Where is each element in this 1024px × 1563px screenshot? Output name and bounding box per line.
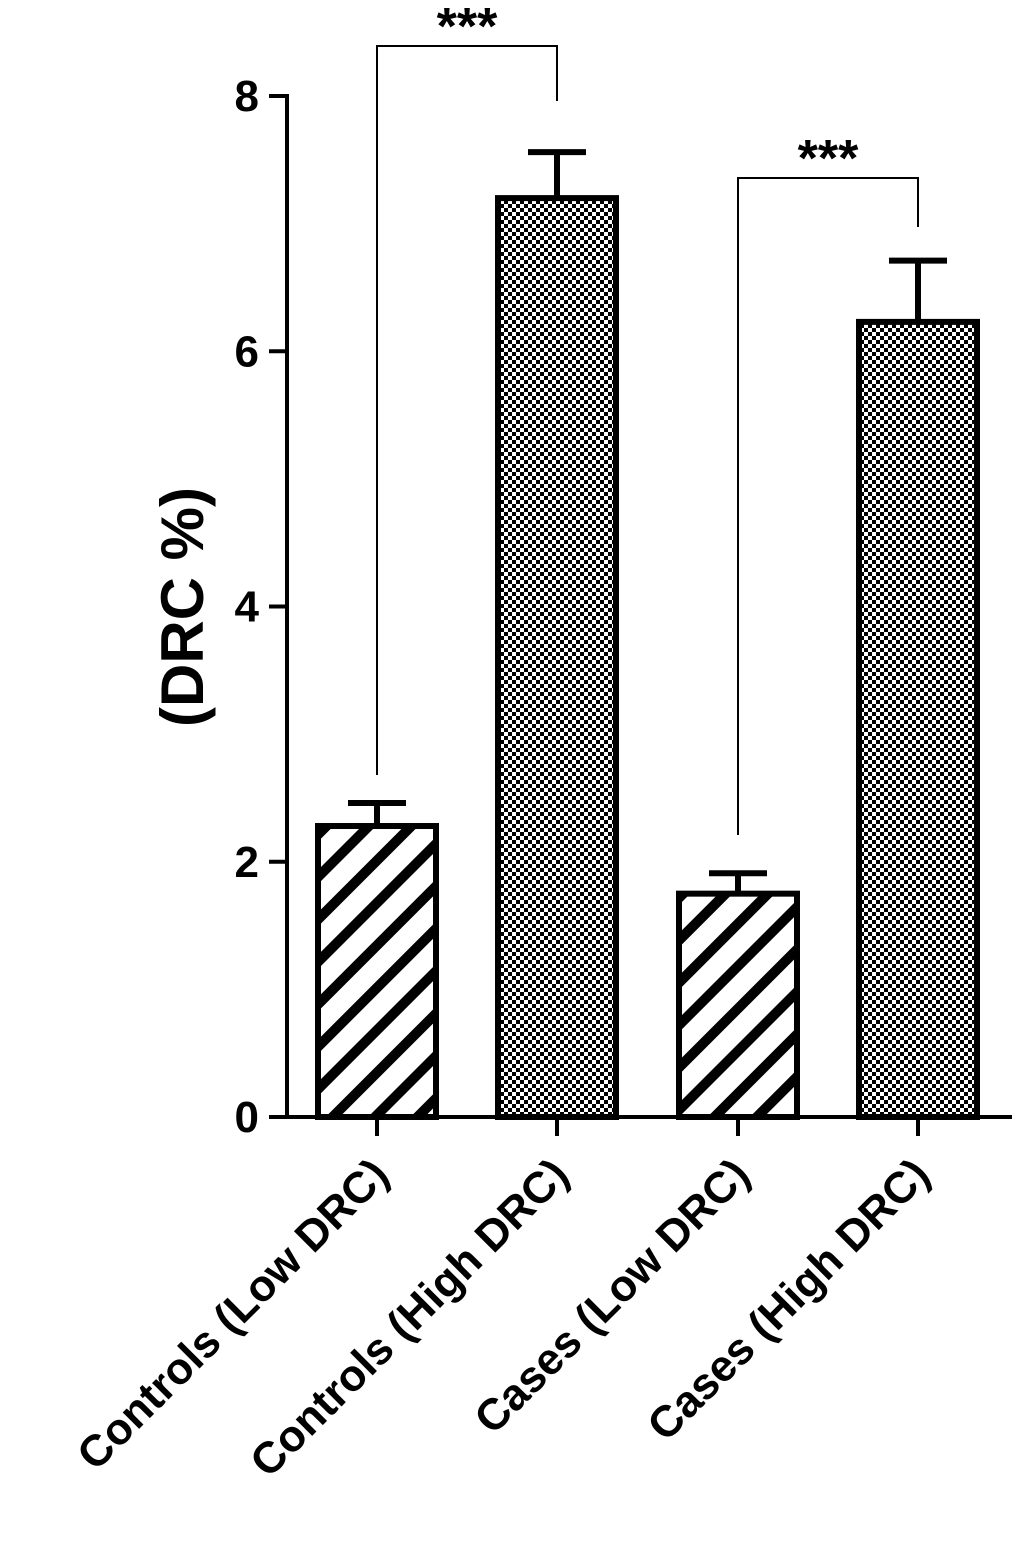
category-label: Controls (High DRC) xyxy=(241,1149,578,1486)
axes: 0 2 4 6 8 (DRC %) xyxy=(149,72,1012,1142)
bar xyxy=(676,890,800,1120)
y-axis-label: (DRC %) xyxy=(149,487,216,727)
y-tick-label: 2 xyxy=(235,838,259,887)
bar xyxy=(856,318,980,1120)
significance-label: *** xyxy=(798,130,859,188)
y-tick-label: 6 xyxy=(235,327,259,376)
bars xyxy=(315,149,980,1121)
significance-bracket xyxy=(376,45,558,775)
y-tick-label: 0 xyxy=(235,1093,259,1142)
significance-bracket xyxy=(737,177,919,835)
y-tick-label: 4 xyxy=(235,583,260,632)
significance-label: *** xyxy=(437,0,498,56)
y-tick-label: 8 xyxy=(235,72,259,121)
bar xyxy=(315,823,439,1120)
bar xyxy=(495,195,619,1121)
category-label: Controls (Low DRC) xyxy=(68,1149,398,1479)
